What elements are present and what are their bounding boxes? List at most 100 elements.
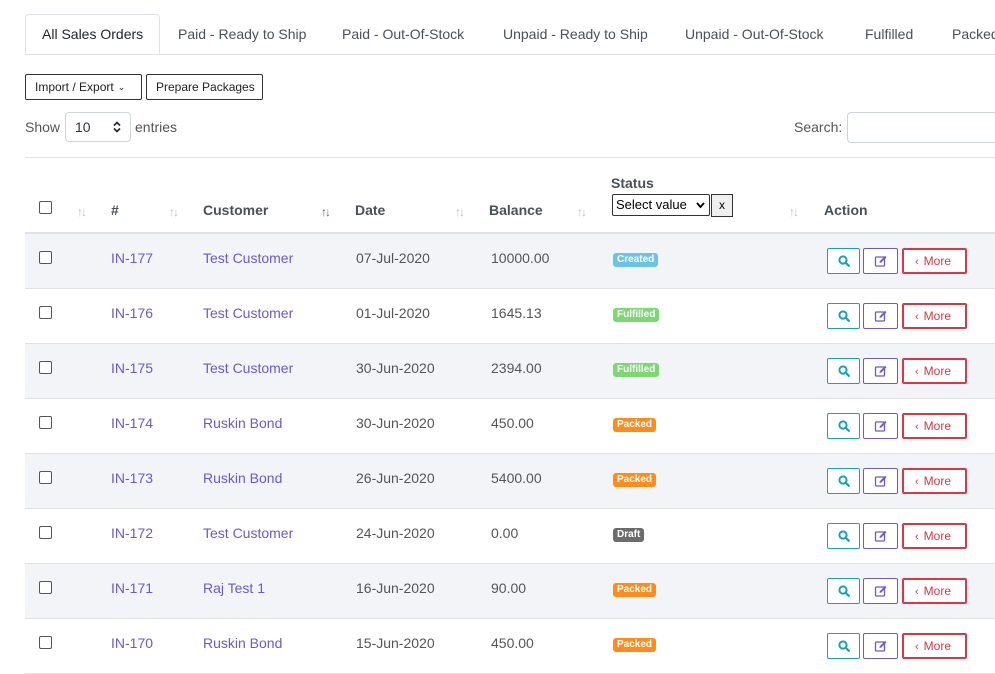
header-number[interactable]: # (111, 202, 119, 218)
header-action: Action (824, 202, 868, 218)
more-button[interactable]: ‹ More (902, 633, 967, 659)
customer-link[interactable]: Test Customer (203, 305, 294, 321)
customer-link[interactable]: Test Customer (203, 250, 294, 266)
select-all-checkbox[interactable] (39, 201, 52, 214)
search-icon (837, 585, 850, 597)
order-number-link[interactable]: IN-172 (111, 525, 154, 541)
chevron-left-icon: ‹ (915, 256, 919, 268)
table-row: IN-174 Ruskin Bond 30-Jun-2020 450.00 Packed… (25, 399, 995, 454)
order-number-link[interactable]: IN-175 (111, 360, 154, 376)
view-button[interactable] (827, 578, 860, 604)
order-number-link[interactable]: IN-176 (111, 305, 154, 321)
sort-icon[interactable]: ↑↓ (789, 205, 799, 219)
chevron-down-icon (696, 202, 705, 209)
more-button[interactable]: ‹ More (902, 578, 967, 604)
more-label: More (923, 364, 952, 378)
more-button[interactable]: ‹ More (902, 248, 967, 274)
row-checkbox[interactable] (39, 581, 52, 594)
chevron-left-icon: ‹ (915, 641, 919, 653)
tab-all-sales-orders[interactable]: All Sales Orders (25, 14, 161, 54)
more-button[interactable]: ‹ More (902, 303, 967, 329)
row-checkbox[interactable] (39, 306, 52, 319)
edit-button[interactable] (863, 413, 898, 439)
search-input[interactable] (847, 112, 995, 143)
sort-icon[interactable]: ↑↓ (577, 205, 587, 219)
edit-button[interactable] (863, 358, 898, 384)
row-checkbox[interactable] (39, 471, 52, 484)
status-badge: Draft (613, 528, 645, 542)
row-checkbox[interactable] (39, 251, 52, 264)
view-button[interactable] (827, 358, 860, 384)
edit-button[interactable] (863, 248, 898, 274)
row-checkbox[interactable] (39, 636, 52, 649)
prepare-packages-button[interactable]: Prepare Packages (146, 74, 263, 100)
header-customer[interactable]: Customer (203, 202, 269, 218)
tab-paid-out-of-stock[interactable]: Paid - Out-Of-Stock (342, 26, 465, 42)
sort-icon[interactable]: ↑↓ (321, 205, 331, 219)
more-button[interactable]: ‹ More (902, 468, 967, 494)
sort-icon[interactable]: ↑↓ (77, 205, 87, 219)
order-number-link[interactable]: IN-174 (111, 415, 154, 431)
more-button[interactable]: ‹ More (902, 523, 967, 549)
status-filter-clear-button[interactable]: x (711, 194, 733, 217)
view-button[interactable] (827, 523, 860, 549)
view-button[interactable] (827, 468, 860, 494)
order-date: 30-Jun-2020 (356, 360, 435, 376)
status-filter-select[interactable]: Select value (612, 194, 710, 216)
more-label: More (923, 419, 952, 433)
order-balance: 450.00 (491, 635, 534, 651)
status-badge: Packed (613, 473, 657, 487)
customer-link[interactable]: Ruskin Bond (203, 415, 283, 431)
more-button[interactable]: ‹ More (902, 413, 967, 439)
customer-link[interactable]: Raj Test 1 (203, 580, 265, 596)
customer-link[interactable]: Ruskin Bond (203, 470, 283, 486)
status-badge: Fulfilled (613, 308, 660, 322)
customer-link[interactable]: Ruskin Bond (203, 635, 283, 651)
row-checkbox[interactable] (39, 526, 52, 539)
search-icon (837, 255, 850, 267)
chevron-down-icon: ⌄ (117, 82, 126, 92)
view-button[interactable] (827, 248, 860, 274)
more-label: More (923, 584, 952, 598)
header-date[interactable]: Date (355, 202, 386, 218)
tab-paid-ready-to-ship[interactable]: Paid - Ready to Ship (178, 26, 307, 42)
view-button[interactable] (827, 303, 860, 329)
edit-icon (874, 310, 886, 322)
edit-button[interactable] (863, 468, 898, 494)
order-date: 01-Jul-2020 (356, 305, 430, 321)
order-number-link[interactable]: IN-171 (111, 580, 154, 596)
table-header: ↑↓ # ↑↓ Customer ↑↓ Date ↑↓ Balance ↑↓ S… (25, 158, 995, 234)
edit-button[interactable] (863, 633, 898, 659)
edit-button[interactable] (863, 578, 898, 604)
search-icon (837, 365, 850, 377)
sort-icon[interactable]: ↑↓ (169, 205, 179, 219)
row-checkbox[interactable] (39, 361, 52, 374)
search-label: Search: (794, 119, 843, 135)
edit-button[interactable] (863, 523, 898, 549)
import-export-button[interactable]: Import / Export ⌄ (25, 74, 142, 100)
order-tabs: All Sales Orders Paid - Ready to Ship Pa… (25, 14, 995, 55)
customer-link[interactable]: Test Customer (203, 360, 294, 376)
order-number-link[interactable]: IN-173 (111, 470, 154, 486)
select-arrows-icon (113, 121, 121, 133)
search-icon (837, 420, 850, 432)
sort-icon[interactable]: ↑↓ (455, 205, 465, 219)
more-label: More (923, 474, 952, 488)
row-checkbox[interactable] (39, 416, 52, 429)
view-button[interactable] (827, 413, 860, 439)
view-button[interactable] (827, 633, 860, 659)
order-number-link[interactable]: IN-170 (111, 635, 154, 651)
entries-per-page-select[interactable]: 10 (65, 112, 131, 142)
edit-icon (874, 585, 886, 597)
tab-unpaid-ready-to-ship[interactable]: Unpaid - Ready to Ship (503, 26, 648, 42)
edit-button[interactable] (863, 303, 898, 329)
order-number-link[interactable]: IN-177 (111, 250, 154, 266)
customer-link[interactable]: Test Customer (203, 525, 294, 541)
header-balance[interactable]: Balance (489, 202, 543, 218)
tab-packed[interactable]: Packed (952, 26, 995, 42)
table-row: IN-170 Ruskin Bond 15-Jun-2020 450.00 Packed… (25, 619, 995, 674)
tab-unpaid-out-of-stock[interactable]: Unpaid - Out-Of-Stock (685, 26, 824, 42)
tab-fulfilled[interactable]: Fulfilled (865, 26, 914, 42)
header-status[interactable]: Status (611, 175, 654, 191)
more-button[interactable]: ‹ More (902, 358, 967, 384)
